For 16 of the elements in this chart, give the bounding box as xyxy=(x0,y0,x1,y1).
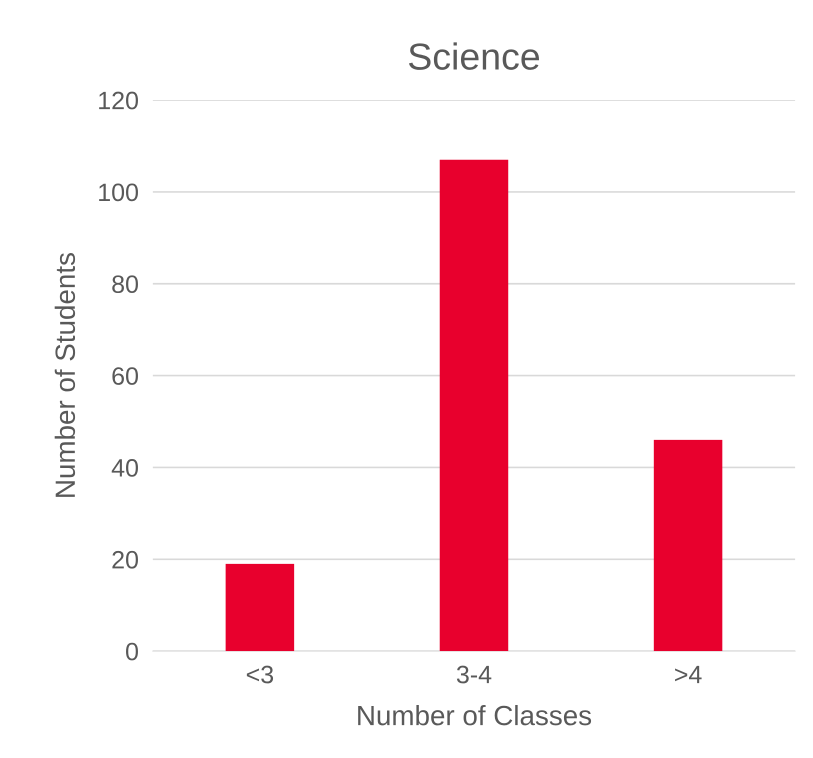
y-tick-label: 40 xyxy=(112,459,138,477)
y-tick-label: 100 xyxy=(99,184,138,202)
y-tick-label: 80 xyxy=(112,275,138,294)
x-tick-label: <3 xyxy=(246,666,274,684)
bar xyxy=(226,564,294,652)
x-tick-label: >4 xyxy=(675,666,702,684)
y-tick-label: 120 xyxy=(99,92,138,110)
y-tick-label: 0 xyxy=(126,642,138,660)
chart-title: Science xyxy=(408,42,540,70)
bar xyxy=(440,160,508,652)
x-axis-title: Number of Classes xyxy=(358,704,592,726)
x-tick-label: 3-4 xyxy=(456,666,492,684)
y-axis-title: Number of Students xyxy=(54,253,76,497)
y-tick-label: 20 xyxy=(112,550,138,569)
y-tick-label: 60 xyxy=(112,367,138,385)
bar xyxy=(654,440,722,652)
